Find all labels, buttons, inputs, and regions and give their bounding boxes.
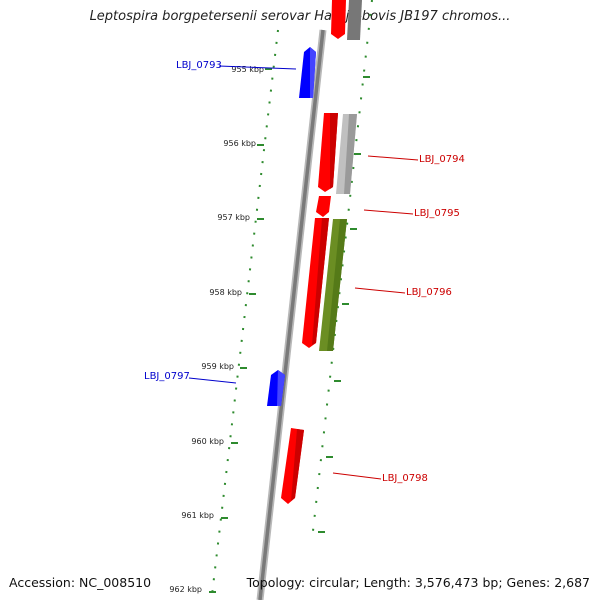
- gene-red-top[interactable]: [331, 0, 346, 39]
- scale-label: 962 kbp: [169, 585, 202, 594]
- leader-lbj-0795: [363, 209, 414, 215]
- gene-lbj-0797-highlight: [277, 370, 285, 406]
- gene-lbj-0795[interactable]: [316, 196, 331, 217]
- map-title: Leptospira borgpetersenii serovar Hardjo…: [89, 9, 511, 24]
- leader-lbj-0793: [218, 65, 297, 70]
- gene-lbj-0793-highlight: [310, 47, 316, 98]
- topology-info: Topology: circular; Length: 3,576,473 bp…: [246, 575, 590, 590]
- gene-lbj-0798-shade: [291, 429, 304, 501]
- gene-label-lbj-0794[interactable]: LBJ_0794: [419, 154, 465, 165]
- scale-label: 960 kbp: [191, 437, 224, 446]
- scale-label: 957 kbp: [217, 213, 250, 222]
- gene-label-lbj-0793[interactable]: LBJ_0793: [176, 60, 222, 71]
- scale-label: 961 kbp: [181, 511, 214, 520]
- leader-lbj-0797: [188, 377, 237, 384]
- gene-grey-top[interactable]: [347, 0, 362, 40]
- backbone: [258, 29, 325, 600]
- gene-labels: LBJ_0793 LBJ_0794 LBJ_0795 LBJ_0796 LBJ_…: [144, 60, 465, 484]
- scale-label: 955 kbp: [231, 65, 264, 74]
- genes: [267, 0, 362, 504]
- gene-lbj-0794-shade: [330, 113, 338, 189]
- gene-label-lbj-0797[interactable]: LBJ_0797: [144, 371, 190, 382]
- scale-ticks: [209, 68, 370, 593]
- gene-label-lbj-0795[interactable]: LBJ_0795: [414, 208, 460, 219]
- gene-label-lbj-0796[interactable]: LBJ_0796: [406, 287, 452, 298]
- scale-labels: 955 kbp 956 kbp 957 kbp 958 kbp 959 kbp …: [169, 65, 264, 594]
- leader-lbj-0796: [354, 287, 406, 294]
- scale-label: 956 kbp: [223, 139, 256, 148]
- leader-lbj-0794: [367, 155, 419, 161]
- label-leaders: [188, 65, 419, 480]
- gene-grey-0794-shade: [344, 114, 357, 194]
- scale-label: 958 kbp: [209, 288, 242, 297]
- gene-green-0796-shade: [327, 219, 347, 351]
- gene-lbj-0796-shade: [312, 218, 329, 345]
- gene-label-lbj-0798[interactable]: LBJ_0798: [382, 473, 428, 484]
- accession-info: Accession: NC_008510: [9, 575, 152, 590]
- scale-label: 959 kbp: [201, 362, 234, 371]
- leader-lbj-0798: [332, 472, 382, 480]
